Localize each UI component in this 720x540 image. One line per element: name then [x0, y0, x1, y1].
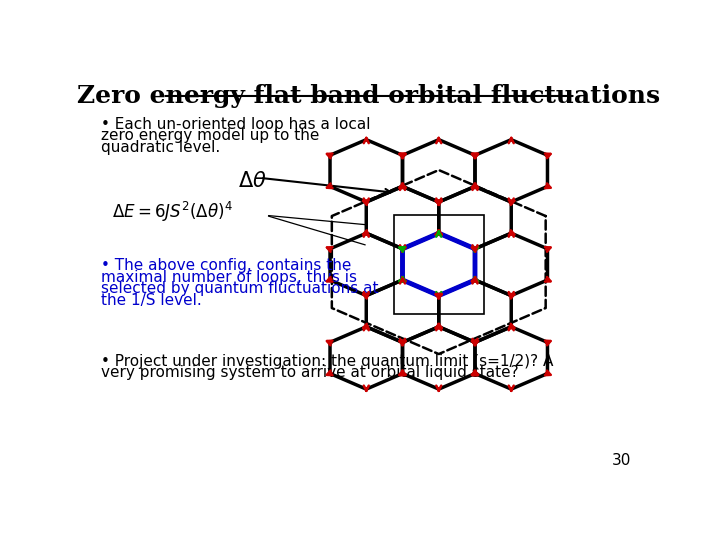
Text: selected by quantum fluctuations at: selected by quantum fluctuations at — [101, 281, 379, 296]
Bar — [394, 215, 484, 314]
Text: • Project under investigation: the quantum limit (s=1/2)? A: • Project under investigation: the quant… — [101, 354, 554, 369]
Text: quadratic level.: quadratic level. — [101, 140, 220, 155]
Text: $\Delta E = 6JS^2(\Delta\theta)^4$: $\Delta E = 6JS^2(\Delta\theta)^4$ — [112, 200, 233, 224]
Text: • The above config. contains the: • The above config. contains the — [101, 258, 351, 273]
Text: zero energy model up to the: zero energy model up to the — [101, 129, 320, 144]
Text: maximal number of loops, thus is: maximal number of loops, thus is — [101, 270, 357, 285]
Text: Zero energy flat band orbital fluctuations: Zero energy flat band orbital fluctuatio… — [78, 84, 660, 107]
Text: $\Delta\theta$: $\Delta\theta$ — [238, 171, 266, 191]
Text: 30: 30 — [612, 453, 631, 468]
Text: very promising system to arrive at orbital liquid state?: very promising system to arrive at orbit… — [101, 366, 519, 380]
Text: • Each un-oriented loop has a local: • Each un-oriented loop has a local — [101, 117, 371, 132]
Text: the 1/S level.: the 1/S level. — [101, 293, 202, 308]
